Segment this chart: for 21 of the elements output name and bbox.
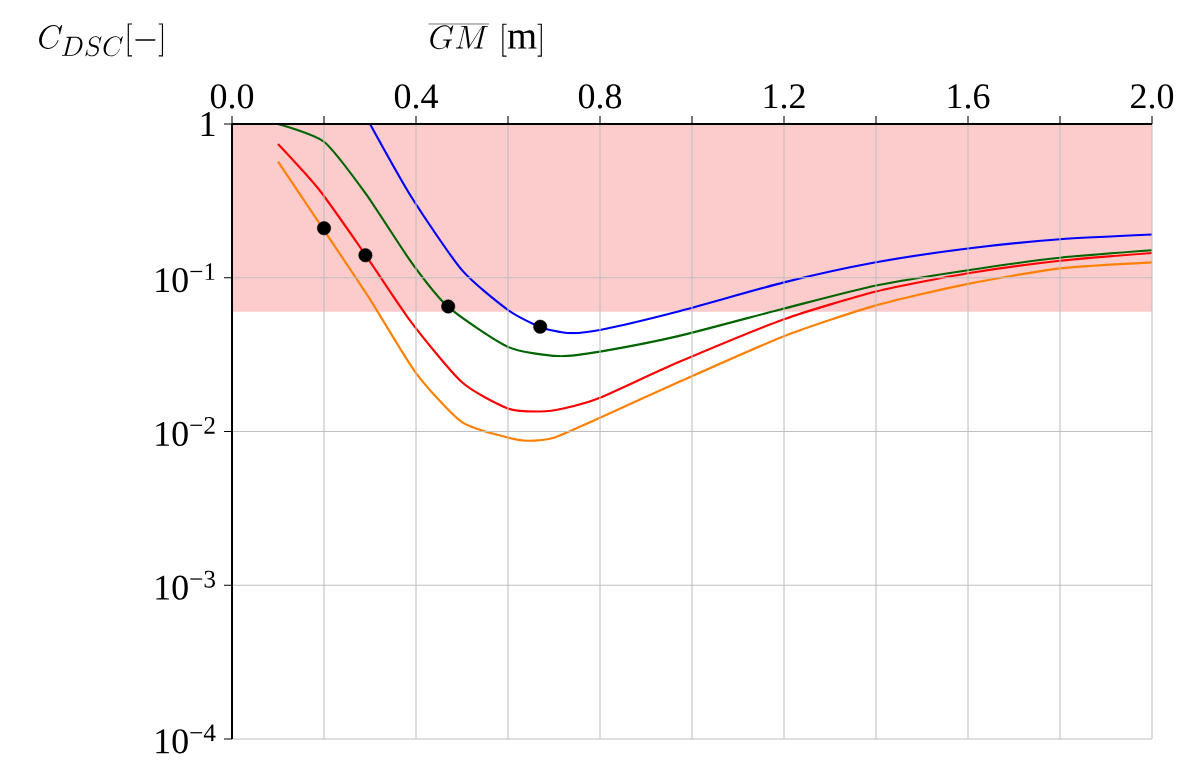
- x-tick-label: 0.8: [578, 84, 622, 109]
- point: [358, 248, 373, 263]
- y-tick-label: 10$^{−4}$: [156, 724, 216, 754]
- x-tick-label: 0.4: [394, 84, 438, 109]
- y-axis-title: $C_{DSC}[-]$: [39, 23, 164, 57]
- x-tick-label: 1.6: [948, 84, 990, 109]
- x-axis-title: $\overline{GM}\ [\mathrm{m}]$: [428, 23, 542, 57]
- x-tick-label: 0.0: [210, 84, 254, 109]
- x-tick-label: 1.2: [764, 84, 805, 109]
- point: [317, 221, 331, 236]
- x-tick-label: 2.0: [1131, 84, 1174, 109]
- line-series: [368, 124, 1152, 335]
- y-tick-label: 1: [201, 112, 215, 136]
- y-tick-label: 10$^{−3}$: [156, 570, 215, 600]
- line-series: [276, 160, 1152, 442]
- point: [533, 319, 548, 334]
- y-tick-label: 10$^{−1}$: [156, 263, 215, 293]
- line-series: [276, 124, 1152, 358]
- line-series: [276, 142, 1152, 413]
- y-tick-label: 10$^{−2}$: [156, 416, 215, 447]
- point: [441, 299, 456, 314]
